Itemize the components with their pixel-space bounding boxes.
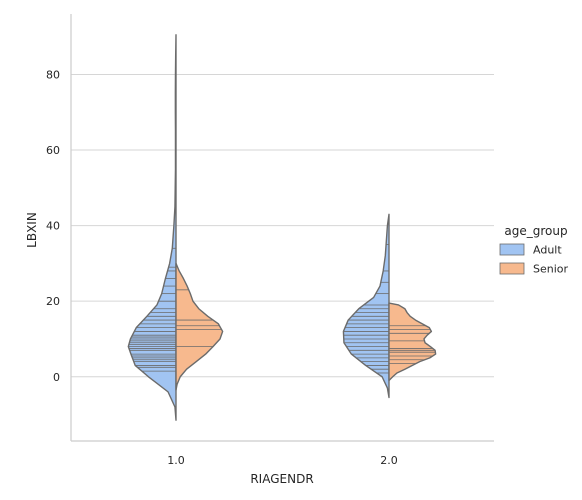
legend: age_group Adult Senior — [499, 224, 569, 276]
legend-entries: Adult Senior — [499, 243, 569, 276]
legend-title: age_group — [504, 224, 567, 238]
y-tick-label: 60 — [46, 144, 60, 157]
violin-adult-1-0 — [127, 34, 177, 421]
axes-spines — [70, 14, 494, 442]
gridlines — [71, 73, 494, 378]
y-tick-label: 0 — [53, 371, 60, 384]
violins — [127, 34, 437, 421]
violin-body — [127, 34, 177, 421]
legend-swatch — [499, 243, 525, 256]
legend-label: Adult — [533, 244, 562, 257]
y-tick-label: 80 — [46, 68, 60, 81]
violin-adult-2-0 — [342, 213, 390, 399]
x-axis-title: RIAGENDR — [250, 472, 313, 486]
x-tick-label: 2.0 — [380, 454, 398, 467]
y-tick-label: 40 — [46, 220, 60, 233]
tick-labels: 0 20 40 60 80 1.0 2.0 — [46, 68, 398, 467]
legend-swatch — [499, 262, 525, 275]
y-axis-title: LBXIN — [25, 212, 39, 248]
violin-body — [388, 302, 437, 382]
violin-senior-2-0 — [388, 302, 437, 382]
legend-label: Senior — [533, 263, 569, 276]
x-tick-label: 1.0 — [167, 454, 185, 467]
violin-senior-1-0 — [175, 262, 224, 391]
violin-body — [175, 262, 224, 391]
y-tick-label: 20 — [46, 295, 60, 308]
violin-body — [342, 213, 390, 399]
